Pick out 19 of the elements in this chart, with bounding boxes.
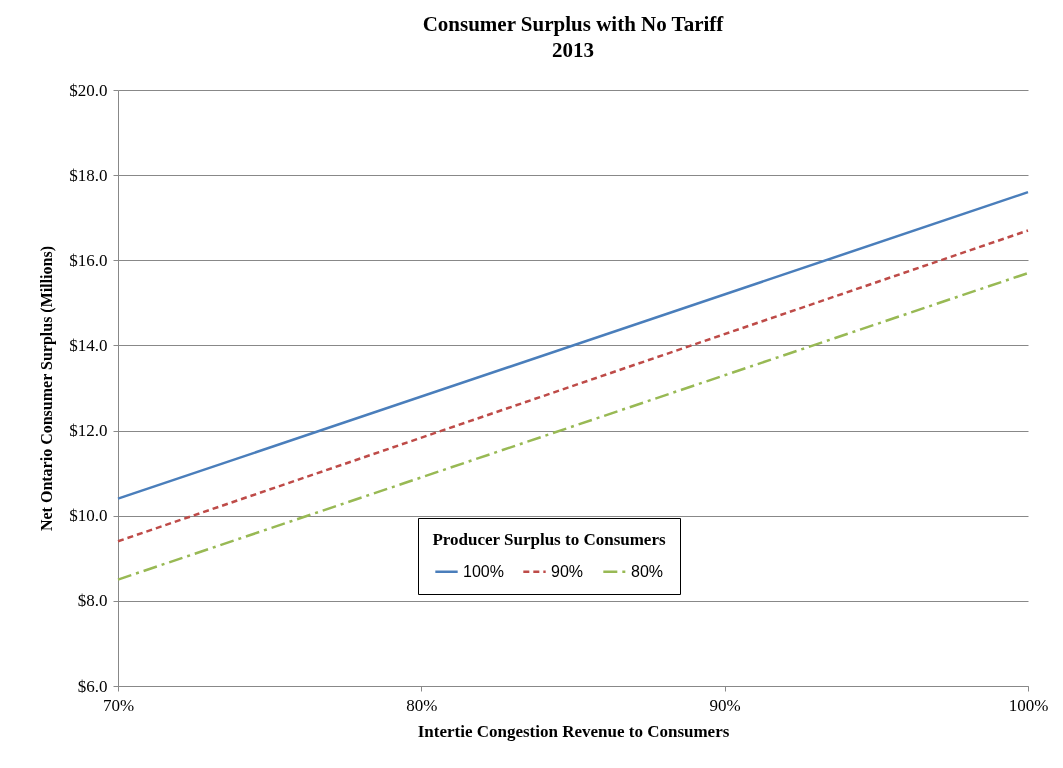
x-tick-label: 90% xyxy=(709,695,741,715)
y-tick-label: $12.0 xyxy=(69,421,108,441)
legend-label: 90% xyxy=(551,562,584,580)
legend-title: Producer Surplus to Consumers xyxy=(432,530,666,549)
y-tick-label: $16.0 xyxy=(69,250,108,270)
x-axis-title: Intertie Congestion Revenue to Consumers xyxy=(417,721,730,741)
y-tick-label: $20.0 xyxy=(69,80,108,100)
x-tick-label: 100% xyxy=(1008,695,1049,715)
legend-label: 80% xyxy=(631,562,664,580)
y-tick-label: $18.0 xyxy=(69,165,108,185)
x-tick-label: 80% xyxy=(406,695,438,715)
y-tick-label: $10.0 xyxy=(69,506,108,526)
chart-title: Consumer Surplus with No Tariff 2013 xyxy=(422,12,725,62)
legend-label: 100% xyxy=(463,562,504,580)
y-tick-label: $8.0 xyxy=(77,591,108,611)
y-tick-label: $6.0 xyxy=(77,676,108,696)
y-axis-title: Net Ontario Consumer Surplus (Millions) xyxy=(38,245,57,532)
y-tick-label: $14.0 xyxy=(69,335,108,355)
x-tick-label: 70% xyxy=(102,695,135,715)
